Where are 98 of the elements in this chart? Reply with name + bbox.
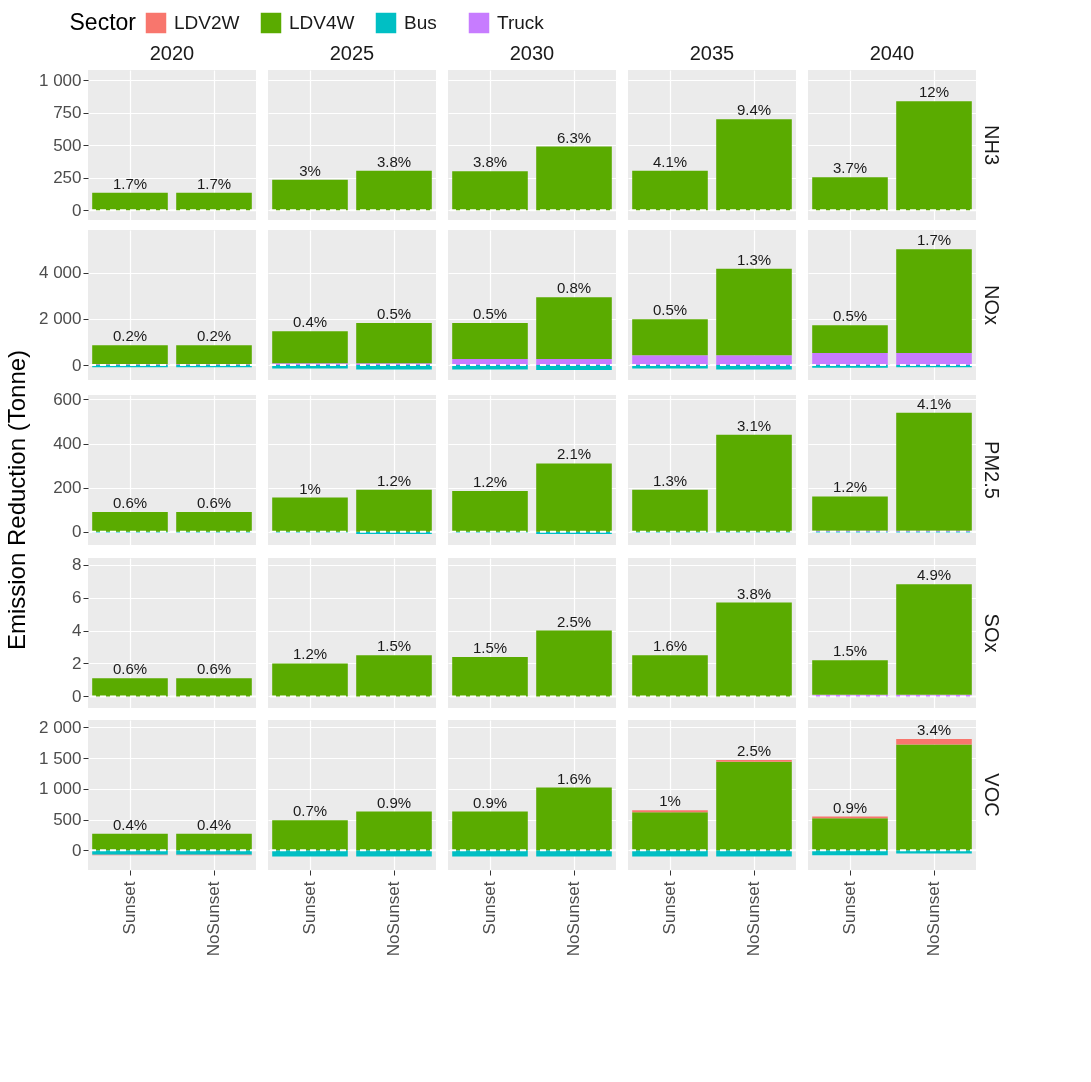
annotation: 0.9% xyxy=(832,798,868,816)
annotation: 9.4% xyxy=(736,101,772,119)
annotation: 0.9% xyxy=(376,793,412,811)
x-tick-label: Sunset xyxy=(840,881,859,935)
annotation: 1.6% xyxy=(652,637,688,655)
chart-title: 2030 xyxy=(509,42,555,64)
annotation: 0.5% xyxy=(472,305,508,322)
annotation: 0.4% xyxy=(196,815,232,833)
y-tick-label: 1 000 xyxy=(38,70,82,90)
y-tick-label: 4 000 xyxy=(38,263,82,283)
annotation: 1.7% xyxy=(112,174,148,192)
y-tick-label: 0 xyxy=(72,355,82,375)
annotation: 1.3% xyxy=(652,471,688,489)
annotation: 0.2% xyxy=(196,327,232,345)
annotation: 1.2% xyxy=(832,478,868,496)
y-tick-label: 1 000 xyxy=(38,779,82,799)
y-tick-label: 1 500 xyxy=(38,748,82,768)
annotation: 0.5% xyxy=(652,301,688,319)
annotation: 1.2% xyxy=(376,471,412,489)
y-tick-label: 0 xyxy=(72,522,82,542)
y-tick-label: 0 xyxy=(72,200,82,220)
annotation: 0.4% xyxy=(112,815,148,833)
annotation: 1.3% xyxy=(736,250,772,268)
legend-label: Truck xyxy=(497,12,545,33)
text: VOC xyxy=(981,773,1003,817)
annotation: 3.8% xyxy=(736,584,772,602)
annotation: 3.1% xyxy=(736,416,772,434)
annotation: 2.5% xyxy=(556,612,592,630)
annotation: 1.6% xyxy=(556,769,592,787)
annotation: 4.1% xyxy=(652,152,688,170)
y-tick-label: 250 xyxy=(53,168,82,188)
annotation: 1.5% xyxy=(472,638,508,656)
annotation: 1% xyxy=(659,792,681,810)
y-tick-label: 2 000 xyxy=(38,309,82,329)
annotation: 3.4% xyxy=(916,721,952,739)
annotation: 0.8% xyxy=(556,279,592,297)
y-tick-label: 6 xyxy=(72,588,82,608)
annotation: 1.2% xyxy=(472,472,508,490)
annotation: 0.5% xyxy=(832,307,868,325)
annotation: 3% xyxy=(299,161,321,179)
y-tick-label: 500 xyxy=(53,810,82,830)
y-tick-label: 500 xyxy=(53,135,82,155)
annotation: 1.5% xyxy=(832,642,868,660)
annotation: 0.2% xyxy=(112,327,148,345)
x-tick-label: NoSunset xyxy=(744,881,763,957)
y-tick-label: 750 xyxy=(53,103,82,123)
y-tick-label: 2 xyxy=(72,653,82,673)
chart-title: 2040 xyxy=(869,42,915,64)
annotation: 1.7% xyxy=(196,174,232,192)
annotation: 0.6% xyxy=(112,493,148,511)
x-tick-label: Sunset xyxy=(660,881,679,935)
annotation: 2.1% xyxy=(556,445,592,463)
y-tick-label: 8 xyxy=(72,555,82,575)
annotation: 1.7% xyxy=(916,231,952,249)
x-tick-label: NoSunset xyxy=(384,881,403,957)
annotation: 12% xyxy=(918,83,950,101)
annotation: 0.9% xyxy=(472,793,508,811)
legend-label: LDV2W xyxy=(174,12,240,33)
text: NOx xyxy=(981,285,1003,325)
text: SOx xyxy=(981,613,1003,653)
y-axis-title: Emission Reduction (Tonne) xyxy=(3,349,30,651)
chart-title: 2035 xyxy=(689,42,735,64)
legend-label: Bus xyxy=(404,12,437,33)
annotation: 0.6% xyxy=(112,660,148,678)
annotation: 1.2% xyxy=(292,645,328,663)
legend-title: Sector xyxy=(69,9,137,35)
legend-label: LDV4W xyxy=(289,12,355,33)
annotation: 3.8% xyxy=(472,153,508,171)
y-tick-label: 2 000 xyxy=(38,717,82,737)
x-tick-label: NoSunset xyxy=(564,881,583,957)
text: NH3 xyxy=(981,124,1003,166)
annotation: 4.1% xyxy=(916,394,952,412)
annotation: 0.4% xyxy=(292,313,328,331)
x-tick-label: Sunset xyxy=(300,881,319,935)
annotation: 3.7% xyxy=(832,159,868,177)
x-tick-label: NoSunset xyxy=(924,881,943,957)
annotation: 4.9% xyxy=(916,566,952,584)
x-tick-label: Sunset xyxy=(480,881,499,935)
annotation: 1% xyxy=(299,479,321,497)
annotation: 6.3% xyxy=(556,128,592,146)
x-tick-label: NoSunset xyxy=(204,881,223,957)
chart-title: 2025 xyxy=(329,42,375,64)
annotation: 0.6% xyxy=(196,660,232,678)
y-tick-label: 4 xyxy=(72,621,82,641)
y-tick-label: 0 xyxy=(72,686,82,706)
y-tick-label: 200 xyxy=(53,478,82,498)
y-tick-label: 600 xyxy=(53,389,82,409)
annotation: 0.5% xyxy=(376,305,412,322)
x-tick-label: Sunset xyxy=(120,881,139,935)
annotation: 3.8% xyxy=(376,152,412,170)
annotation: 2.5% xyxy=(736,741,772,759)
annotation: 1.5% xyxy=(376,637,412,655)
y-tick-label: 0 xyxy=(72,840,82,860)
annotation: 0.6% xyxy=(196,493,232,511)
annotation: 0.7% xyxy=(292,802,328,820)
chart-title: 2020 xyxy=(149,42,195,64)
text: PM2.5 xyxy=(981,441,1003,499)
y-tick-label: 400 xyxy=(53,434,82,454)
